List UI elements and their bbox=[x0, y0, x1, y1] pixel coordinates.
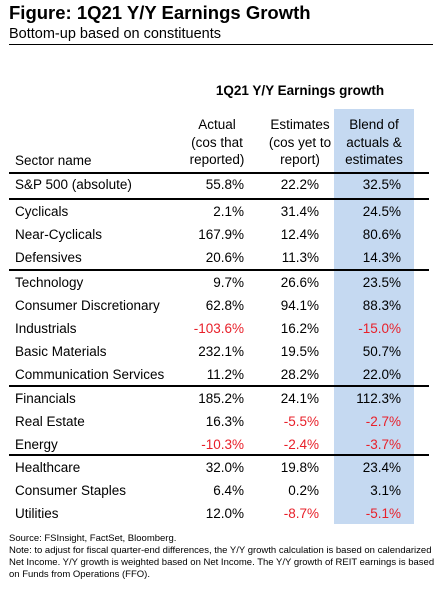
table-row: Consumer Staples 6.4% 0.2% 3.1% bbox=[0, 480, 446, 502]
table-row: Utilities 12.0% -8.7% -5.1% bbox=[0, 503, 446, 525]
group-divider bbox=[9, 198, 429, 200]
blend-cell: 23.5% bbox=[362, 275, 401, 290]
table-row: Cyclicals 2.1% 31.4% 24.5% bbox=[0, 201, 446, 223]
footnote-note-line-1: Note: to adjust for fiscal quarter-end d… bbox=[9, 545, 432, 556]
sector-name-cell: Healthcare bbox=[15, 460, 81, 475]
column-header-actual: Actual (cos that reported) bbox=[189, 117, 245, 167]
column-header-blend: Blend of actuals & estimates bbox=[345, 117, 403, 167]
actual-cell: -103.6% bbox=[193, 321, 244, 336]
table-row: Near-Cyclicals 167.9% 12.4% 80.6% bbox=[0, 224, 446, 246]
group-divider bbox=[9, 454, 429, 456]
blend-cell: 22.0% bbox=[362, 367, 401, 382]
estimates-cell: 31.4% bbox=[280, 204, 319, 219]
blend-cell: 80.6% bbox=[362, 227, 401, 242]
sector-name-cell: Consumer Discretionary bbox=[15, 298, 160, 313]
blend-cell: -5.1% bbox=[365, 506, 401, 521]
table-row: Communication Services 11.2% 28.2% 22.0% bbox=[0, 364, 446, 386]
sector-name-cell: Industrials bbox=[15, 321, 77, 336]
blend-cell: -15.0% bbox=[358, 321, 401, 336]
group-divider bbox=[9, 269, 429, 271]
sector-name-cell: Near-Cyclicals bbox=[15, 227, 103, 242]
group-divider bbox=[9, 172, 429, 174]
table-row: S&P 500 (absolute) 55.8% 22.2% 32.5% bbox=[0, 174, 446, 196]
estimates-cell: 11.3% bbox=[281, 250, 319, 265]
actual-cell: 6.4% bbox=[213, 483, 244, 498]
table-row: Real Estate 16.3% -5.5% -2.7% bbox=[0, 411, 446, 433]
estimates-cell: -8.7% bbox=[283, 506, 319, 521]
estimates-cell: 26.6% bbox=[280, 275, 319, 290]
figure-title: Figure: 1Q21 Y/Y Earnings Growth bbox=[9, 2, 311, 23]
estimates-cell: -2.4% bbox=[283, 437, 319, 452]
blend-cell: 23.4% bbox=[362, 460, 401, 475]
estimates-cell: 22.2% bbox=[280, 177, 319, 192]
group-header: 1Q21 Y/Y Earnings growth bbox=[215, 83, 385, 98]
actual-cell: 55.8% bbox=[205, 177, 244, 192]
estimates-cell: 0.2% bbox=[288, 483, 319, 498]
blend-cell: -2.7% bbox=[365, 414, 401, 429]
sector-name-cell: Utilities bbox=[15, 506, 59, 521]
blend-cell: -3.7% bbox=[365, 437, 401, 452]
footnote-note-line-3: on Funds from Operations (FFO). bbox=[9, 569, 150, 580]
sector-name-cell: Real Estate bbox=[15, 414, 85, 429]
blend-cell: 112.3% bbox=[356, 391, 401, 406]
blend-cell: 24.5% bbox=[362, 204, 401, 219]
actual-cell: 167.9% bbox=[198, 227, 244, 242]
sector-name-cell: Financials bbox=[15, 391, 76, 406]
blend-cell: 14.3% bbox=[362, 250, 401, 265]
group-divider bbox=[9, 385, 429, 387]
blend-cell: 32.5% bbox=[362, 177, 401, 192]
column-header-sector: Sector name bbox=[15, 153, 92, 168]
blend-cell: 3.1% bbox=[370, 483, 401, 498]
estimates-cell: -5.5% bbox=[283, 414, 319, 429]
table-row: Defensives 20.6% 11.3% 14.3% bbox=[0, 247, 446, 269]
sector-name-cell: Defensives bbox=[15, 250, 82, 265]
actual-cell: -10.3% bbox=[201, 437, 244, 452]
sector-name-cell: Cyclicals bbox=[15, 204, 69, 219]
actual-cell: 11.2% bbox=[206, 367, 244, 382]
sector-name-cell: Communication Services bbox=[15, 367, 165, 382]
blend-cell: 50.7% bbox=[362, 344, 401, 359]
actual-cell: 62.8% bbox=[205, 298, 244, 313]
footnote-note-line-2: Net Income. Y/Y growth is weighted based… bbox=[9, 557, 435, 568]
actual-cell: 32.0% bbox=[205, 460, 244, 475]
sector-name-cell: Technology bbox=[15, 275, 84, 290]
sector-name-cell: Consumer Staples bbox=[15, 483, 127, 498]
actual-cell: 12.0% bbox=[205, 506, 244, 521]
actual-cell: 232.1% bbox=[198, 344, 244, 359]
estimates-cell: 94.1% bbox=[280, 298, 319, 313]
footnote-source: Source: FSInsight, FactSet, Bloomberg. bbox=[9, 533, 177, 544]
sector-name-cell: Energy bbox=[15, 437, 58, 452]
actual-cell: 16.3% bbox=[205, 414, 244, 429]
title-divider bbox=[9, 44, 433, 45]
sector-name-cell: S&P 500 (absolute) bbox=[15, 177, 132, 192]
blend-cell: 88.3% bbox=[362, 298, 401, 313]
estimates-cell: 28.2% bbox=[280, 367, 319, 382]
table-row: Energy -10.3% -2.4% -3.7% bbox=[0, 434, 446, 456]
figure-subtitle: Bottom-up based on constituents bbox=[9, 26, 221, 42]
table-row: Financials 185.2% 24.1% 112.3% bbox=[0, 388, 446, 410]
sector-name-cell: Basic Materials bbox=[15, 344, 107, 359]
column-header-estimates: Estimates (cos yet to report) bbox=[268, 117, 332, 167]
actual-cell: 20.6% bbox=[205, 250, 244, 265]
estimates-cell: 19.8% bbox=[280, 460, 319, 475]
estimates-cell: 19.5% bbox=[280, 344, 319, 359]
table-row: Consumer Discretionary 62.8% 94.1% 88.3% bbox=[0, 295, 446, 317]
actual-cell: 2.1% bbox=[213, 204, 244, 219]
table-row: Technology 9.7% 26.6% 23.5% bbox=[0, 272, 446, 294]
table-row: Industrials -103.6% 16.2% -15.0% bbox=[0, 318, 446, 340]
table-row: Healthcare 32.0% 19.8% 23.4% bbox=[0, 457, 446, 479]
estimates-cell: 12.4% bbox=[280, 227, 319, 242]
actual-cell: 9.7% bbox=[213, 275, 244, 290]
estimates-cell: 16.2% bbox=[280, 321, 319, 336]
estimates-cell: 24.1% bbox=[280, 391, 319, 406]
table-row: Basic Materials 232.1% 19.5% 50.7% bbox=[0, 341, 446, 363]
actual-cell: 185.2% bbox=[198, 391, 244, 406]
